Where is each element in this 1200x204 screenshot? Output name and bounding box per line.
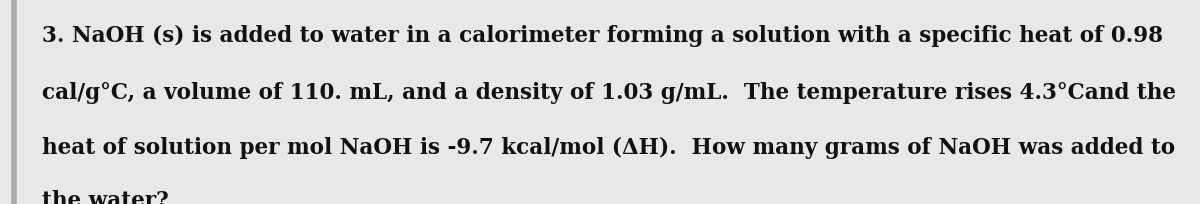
- Text: cal/g°C, a volume of 110. mL, and a density of 1.03 g/mL.  The temperature rises: cal/g°C, a volume of 110. mL, and a dens…: [42, 82, 1176, 104]
- Text: the water?: the water?: [42, 190, 169, 204]
- Text: 3. NaOH (s) is added to water in a calorimeter forming a solution with a specifi: 3. NaOH (s) is added to water in a calor…: [42, 24, 1163, 47]
- Text: heat of solution per mol NaOH is -9.7 kcal/mol (ΔH).  How many grams of NaOH was: heat of solution per mol NaOH is -9.7 kc…: [42, 137, 1175, 159]
